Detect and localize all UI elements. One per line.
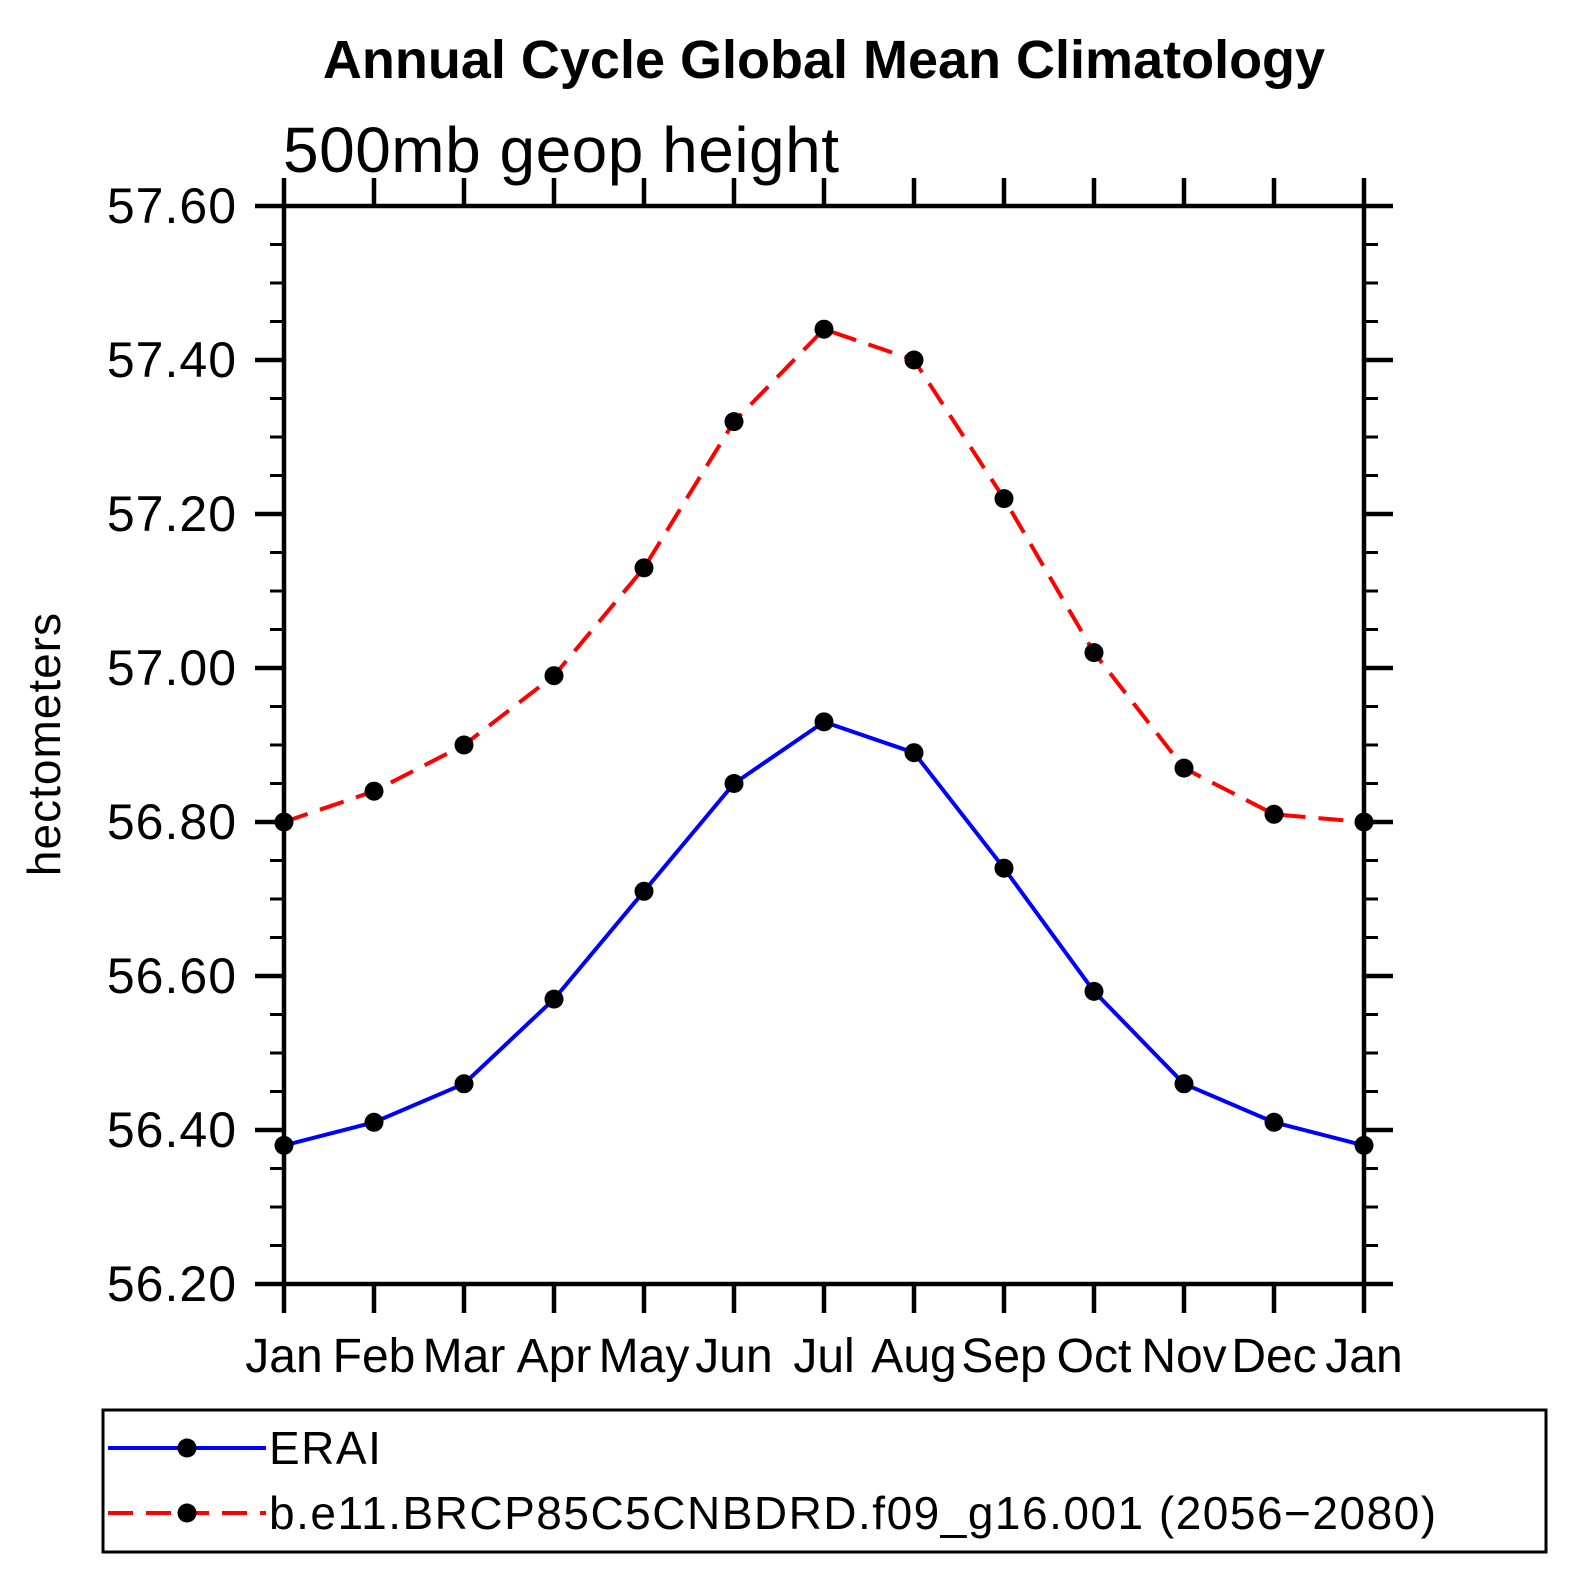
y-tick-label: 57.60	[107, 178, 237, 234]
data-point-marker	[814, 712, 834, 732]
y-tick-label: 57.00	[107, 640, 237, 696]
x-tick-label: Feb	[333, 1330, 416, 1383]
x-tick-label: Aug	[871, 1330, 956, 1383]
data-point-marker	[724, 774, 744, 793]
data-point-marker	[904, 350, 924, 370]
x-tick-label: Jun	[695, 1330, 772, 1383]
data-point-marker	[544, 989, 564, 1009]
data-point-marker	[1354, 812, 1374, 832]
legend-box	[101, 1408, 1548, 1554]
y-tick-label: 56.60	[107, 948, 237, 1004]
data-point-marker	[364, 781, 384, 801]
data-point-marker	[814, 319, 834, 339]
x-tick-label: Oct	[1057, 1330, 1132, 1383]
x-tick-label: Mar	[423, 1330, 506, 1383]
data-point-marker	[274, 1135, 294, 1155]
model-series-line	[283, 327, 1365, 824]
data-point-marker	[544, 666, 564, 686]
data-point-marker	[454, 1074, 474, 1094]
data-point-marker	[724, 412, 744, 432]
chart-title: Annual Cycle Global Mean Climatology	[323, 30, 1325, 90]
axis-frame	[281, 203, 1367, 1287]
legend: ERAI b.e11.BRCP85C5CNBDRD.f09_g16.001 (2…	[101, 1408, 1548, 1554]
legend-label-model: b.e11.BRCP85C5CNBDRD.f09_g16.001 (2056−2…	[269, 1487, 1438, 1539]
legend-label-erai: ERAI	[269, 1422, 382, 1474]
data-point-marker	[904, 743, 924, 763]
data-point-marker	[364, 1112, 384, 1132]
data-point-marker	[1084, 643, 1104, 663]
data-point-marker	[1174, 758, 1194, 778]
x-tick-label: Sep	[961, 1330, 1046, 1383]
legend-marker-sample	[177, 1503, 197, 1523]
x-tick-label: Jan	[245, 1330, 322, 1383]
legend-samples	[108, 1438, 266, 1523]
data-point-marker	[454, 735, 474, 755]
legend-marker-sample	[177, 1438, 197, 1458]
data-point-marker	[634, 881, 654, 901]
x-tick-label: Jan	[1325, 1330, 1402, 1383]
data-point-marker	[1264, 804, 1284, 824]
y-axis-label: hectometers	[18, 612, 70, 876]
y-tick-label: 57.20	[107, 486, 237, 542]
data-point-marker	[994, 858, 1014, 878]
y-tick-label: 56.80	[107, 794, 237, 850]
x-tick-label: Jul	[793, 1330, 854, 1383]
data-point-marker	[1084, 981, 1104, 1001]
data-point-marker	[994, 489, 1014, 509]
y-tick-label: 56.20	[107, 1256, 237, 1312]
chart-subtitle: 500mb geop height	[283, 114, 840, 186]
plot-area: 56.20 56.40 56.60 56.80 57.00 57.20 57.40 57.60…	[107, 178, 1403, 1383]
x-tick-label: May	[599, 1330, 690, 1383]
data-point-marker	[634, 558, 654, 578]
y-tick-label: 56.40	[107, 1102, 237, 1158]
erai-series-line	[283, 719, 1365, 1148]
x-tick-label: Apr	[517, 1330, 592, 1383]
data-point-marker	[1264, 1112, 1284, 1132]
x-tick-label: Nov	[1141, 1330, 1226, 1383]
data-point-marker	[1354, 1135, 1374, 1155]
data-point-marker	[274, 812, 294, 832]
data-point-marker	[1174, 1074, 1194, 1094]
x-tick-label: Dec	[1231, 1330, 1316, 1383]
y-tick-label: 57.40	[107, 332, 237, 388]
